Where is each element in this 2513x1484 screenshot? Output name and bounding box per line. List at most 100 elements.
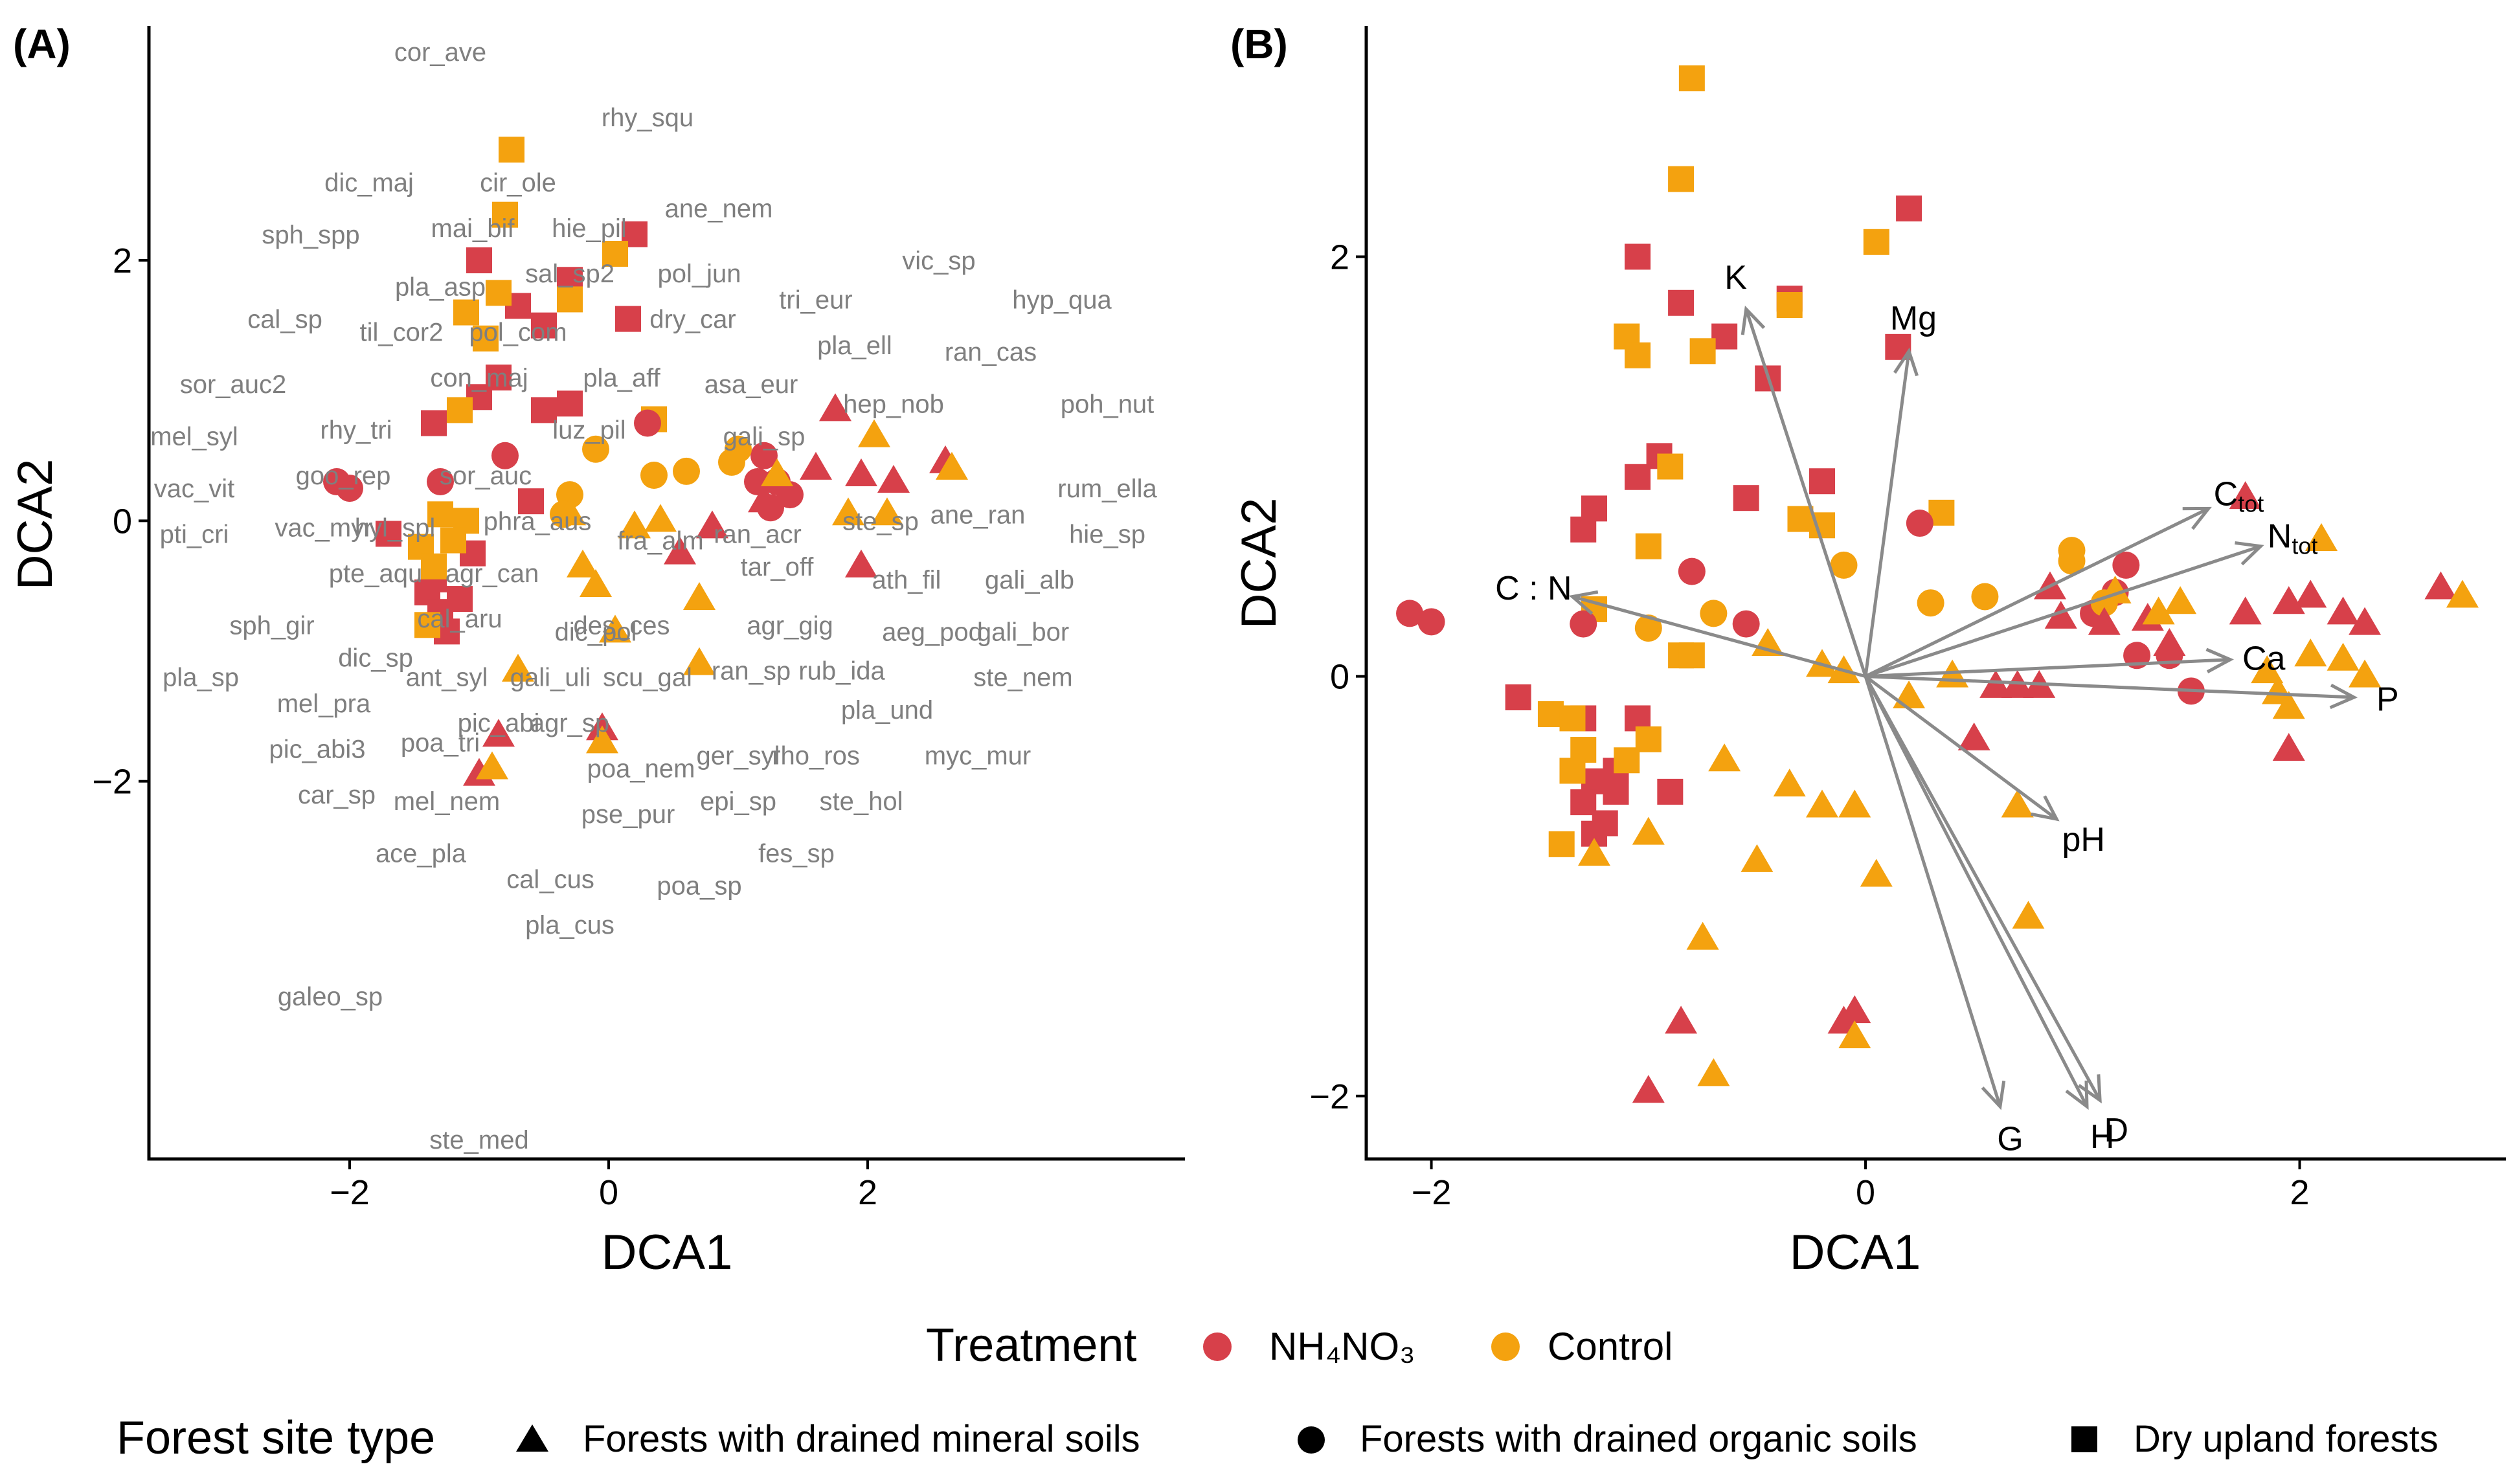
point-control-triangle [580, 568, 612, 597]
species-label: hyp_qua [1012, 286, 1112, 314]
point-nh4no3-triangle [1632, 1075, 1665, 1103]
point-control-triangle [683, 582, 716, 611]
point-nh4no3-square [1581, 495, 1607, 522]
species-label: ant_syl [406, 664, 488, 692]
point-nh4no3-triangle [2229, 481, 2262, 510]
species-label: ger_syl [697, 741, 780, 770]
env-vector-arrowhead [2235, 541, 2264, 566]
legend-control-label: Control [1548, 1325, 1673, 1368]
x-tick-label: 2 [2290, 1173, 2310, 1212]
env-vector-label: C : N [1495, 570, 1572, 607]
point-control-triangle [2272, 691, 2305, 719]
species-label: pla_aff [583, 364, 660, 392]
species-label: ste_med [429, 1126, 528, 1154]
species-label: cal_sp [247, 306, 322, 334]
panel-a-label: (A) [13, 21, 71, 67]
species-label: scu_gal [603, 664, 692, 692]
species-label: cor_ave [394, 38, 486, 67]
point-nh4no3-triangle [2327, 596, 2360, 625]
species-label: ran_sp [712, 657, 791, 686]
species-label: rho_ros [772, 741, 860, 770]
species-label: pti_cri [160, 520, 229, 548]
point-nh4no3-triangle [696, 510, 728, 539]
point-control-triangle [2446, 579, 2479, 608]
point-nh4no3-circle [1417, 608, 1445, 636]
point-control-square [602, 241, 628, 267]
panel-b-x-axis-label: DCA1 [1790, 1225, 1921, 1280]
legend-nh4no3-label: NH₄NO₃ [1269, 1325, 1415, 1368]
species-label: vic_sp [902, 247, 975, 275]
point-control-square [1776, 292, 1803, 319]
y-tick-label: 0 [1330, 658, 1349, 697]
legend-treatment-title: Treatment [926, 1320, 1136, 1371]
species-label: gali_uli [510, 664, 591, 692]
point-nh4no3-square [1625, 243, 1651, 270]
point-nh4no3-square [1657, 778, 1684, 805]
species-label: hyl_spl [355, 513, 436, 542]
point-control-square [1625, 342, 1651, 368]
point-nh4no3-triangle [2153, 628, 2186, 657]
point-control-circle [2058, 537, 2086, 565]
env-vector-arrowhead [1741, 306, 1766, 335]
env-vector-arrowhead [2065, 1080, 2089, 1110]
point-control-triangle [586, 725, 618, 754]
point-control-circle [1971, 583, 1999, 611]
species-label: dic_pol [555, 618, 637, 646]
point-nh4no3-circle [1396, 600, 1424, 627]
species-label: sph_gir [229, 611, 314, 640]
point-nh4no3-square [447, 586, 473, 613]
legend-dry-upland-label: Dry upland forests [2134, 1418, 2439, 1460]
y-tick-label: 0 [113, 502, 132, 541]
point-control-triangle [683, 647, 716, 675]
species-label: des_ces [574, 611, 670, 640]
point-nh4no3-triangle [1665, 1006, 1698, 1034]
point-nh4no3-triangle [748, 484, 780, 513]
legend-circle-icon [1298, 1426, 1325, 1454]
point-nh4no3-triangle [664, 536, 696, 565]
point-control-circle [1634, 614, 1662, 642]
env-vector-arrowhead [2182, 506, 2212, 530]
point-control-triangle [1741, 844, 1774, 872]
point-control-triangle [554, 497, 586, 526]
env-vector [1865, 658, 2231, 679]
legend: Treatment NH₄NO₃ Control Forest site typ… [117, 1320, 2439, 1464]
point-control-square [1635, 533, 1662, 559]
point-control-triangle [2251, 655, 2284, 684]
point-nh4no3-circle [776, 481, 804, 509]
env-vector-arrowhead [1893, 347, 1919, 377]
legend-mineral-soils-label: Forests with drained mineral soils [583, 1418, 1140, 1460]
point-nh4no3-square [376, 521, 401, 547]
point-nh4no3-circle [1570, 610, 1597, 638]
species-label: vac_vit [154, 475, 235, 503]
point-control-square [473, 325, 499, 352]
point-control-triangle [2164, 586, 2197, 614]
species-label: gali_alb [985, 566, 1074, 594]
point-control-circle [673, 457, 700, 485]
env-vector [1864, 350, 1911, 677]
species-label: ath_fil [872, 566, 941, 594]
panel-b-y-axis-label: DCA2 [1232, 498, 1287, 629]
point-control-square [1559, 705, 1586, 732]
species-label: galeo_sp [278, 983, 383, 1011]
point-control-square [421, 553, 447, 579]
point-control-square [440, 527, 466, 554]
panel-b-label: (B) [1230, 21, 1288, 67]
point-nh4no3-square [1896, 195, 1922, 221]
point-control-triangle [871, 497, 903, 526]
species-label: ran_cas [945, 338, 1037, 366]
legend-site-type-title: Forest site type [117, 1412, 435, 1464]
species-label: gali_sp [723, 423, 806, 451]
species-label: pse_pur [581, 800, 675, 829]
species-label: phra_aus [484, 507, 592, 535]
point-control-square [1863, 229, 1889, 255]
point-control-triangle [599, 614, 631, 643]
point-control-triangle [2294, 638, 2327, 667]
species-label: ane_ran [930, 500, 1026, 529]
point-control-square [557, 286, 583, 313]
point-control-circle [640, 461, 668, 489]
point-nh4no3-circle [750, 442, 778, 469]
env-vector-label: Ntot [2268, 517, 2318, 559]
panel-b-axes [1364, 26, 2506, 1161]
